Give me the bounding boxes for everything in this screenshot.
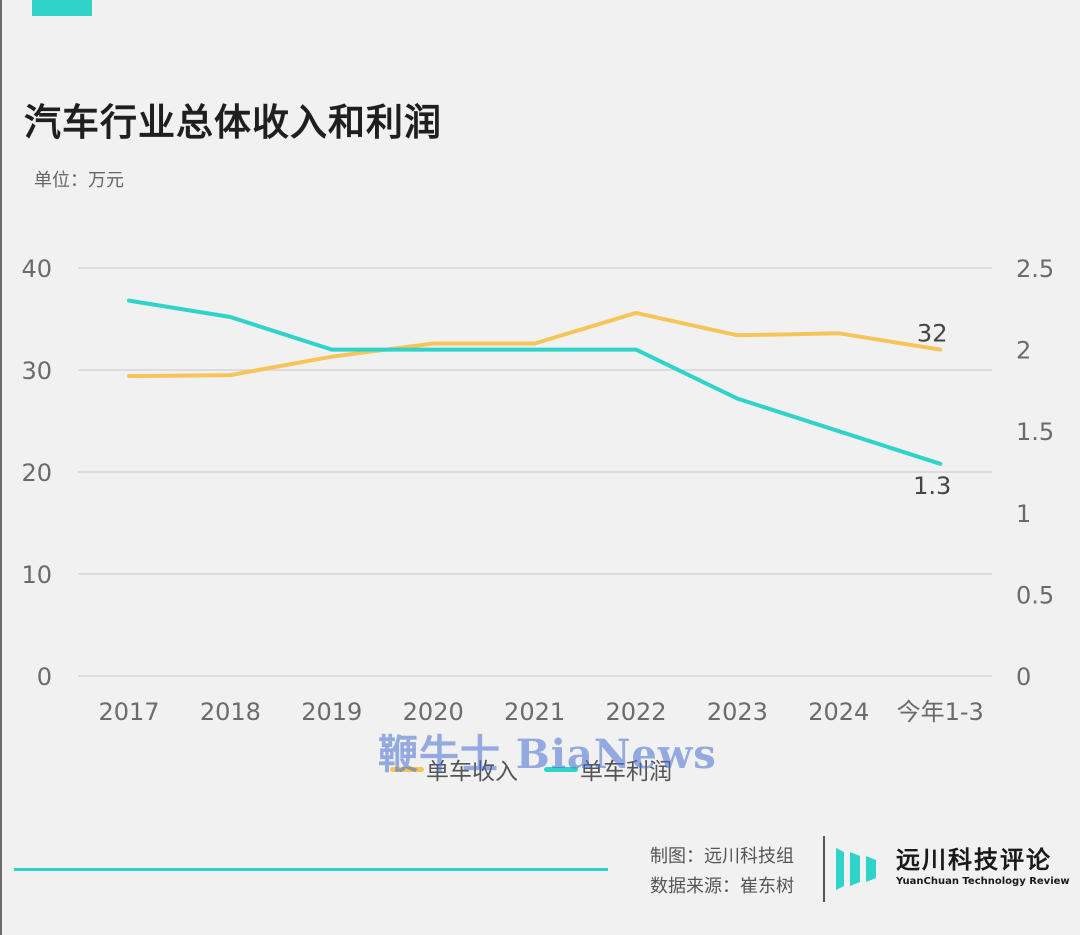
- data-label-profit-last: 1.3: [913, 472, 951, 500]
- legend-item-profit: 单车利润: [544, 752, 672, 786]
- x-tick-5: 2022: [605, 698, 666, 726]
- x-tick-6: 2023: [707, 698, 768, 726]
- brand-name-cn: 远川科技评论: [896, 846, 1052, 874]
- legend: 单车收入 单车利润: [390, 752, 672, 786]
- y-left-tick-3: 30: [21, 357, 52, 385]
- data-label-income-last: 32: [917, 320, 948, 348]
- data-labels: 321.3: [913, 320, 951, 500]
- series-lines: [127, 298, 943, 466]
- bottom-accent-rule: [14, 868, 608, 871]
- credit-made-by: 制图：远川科技组: [650, 846, 794, 867]
- legend-label-income: 单车收入: [426, 759, 518, 785]
- y-right-tick-5: 2.5: [1016, 255, 1054, 283]
- unit-label: 单位：万元: [34, 170, 124, 191]
- brand-logo-icon: [836, 848, 876, 890]
- brand: 远川科技评论 YuanChuan Technology Review: [896, 846, 1070, 890]
- x-tick-1: 2018: [200, 698, 261, 726]
- y-left-tick-0: 0: [37, 663, 52, 691]
- chart-title: 汽车行业总体收入和利润: [24, 101, 442, 144]
- y-left-tick-2: 20: [21, 459, 52, 487]
- gridlines: [78, 267, 992, 677]
- credit-source: 数据来源：崔东树: [650, 876, 794, 897]
- series-line-0: [127, 310, 943, 379]
- y-axis-left: 0 10 20 30 40: [21, 255, 52, 691]
- legend-item-income: 单车收入: [390, 752, 518, 786]
- left-border: [0, 0, 2, 935]
- legend-swatch-income: [390, 766, 424, 772]
- top-accent-tab: [32, 0, 92, 16]
- credits: 制图：远川科技组 数据来源：崔东树: [650, 842, 794, 902]
- x-tick-0: 2017: [98, 698, 159, 726]
- y-left-tick-1: 10: [21, 561, 52, 589]
- brand-name-en: YuanChuan Technology Review: [896, 876, 1070, 887]
- x-tick-8: 今年1-3: [897, 698, 984, 726]
- y-right-tick-1: 0.5: [1016, 581, 1054, 609]
- y-left-tick-4: 40: [21, 255, 52, 283]
- y-right-tick-0: 0: [1016, 663, 1031, 691]
- x-axis: 2017 2018 2019 2020 2021 2022 2023 2024 今年1-3: [98, 698, 983, 726]
- y-right-tick-3: 1.5: [1016, 418, 1054, 446]
- x-tick-2: 2019: [301, 698, 362, 726]
- x-tick-7: 2024: [808, 698, 869, 726]
- y-right-tick-2: 1: [1016, 500, 1031, 528]
- series-line-1: [127, 298, 943, 466]
- legend-swatch-profit: [544, 766, 578, 772]
- y-axis-right: 0 0.5 1 1.5 2 2.5: [1016, 255, 1054, 691]
- x-tick-3: 2020: [403, 698, 464, 726]
- credits-divider: [823, 836, 825, 902]
- watermark: 鞭牛士 BiaNews: [378, 731, 717, 778]
- y-right-tick-4: 2: [1016, 337, 1031, 365]
- legend-label-profit: 单车利润: [580, 759, 672, 785]
- x-tick-4: 2021: [504, 698, 565, 726]
